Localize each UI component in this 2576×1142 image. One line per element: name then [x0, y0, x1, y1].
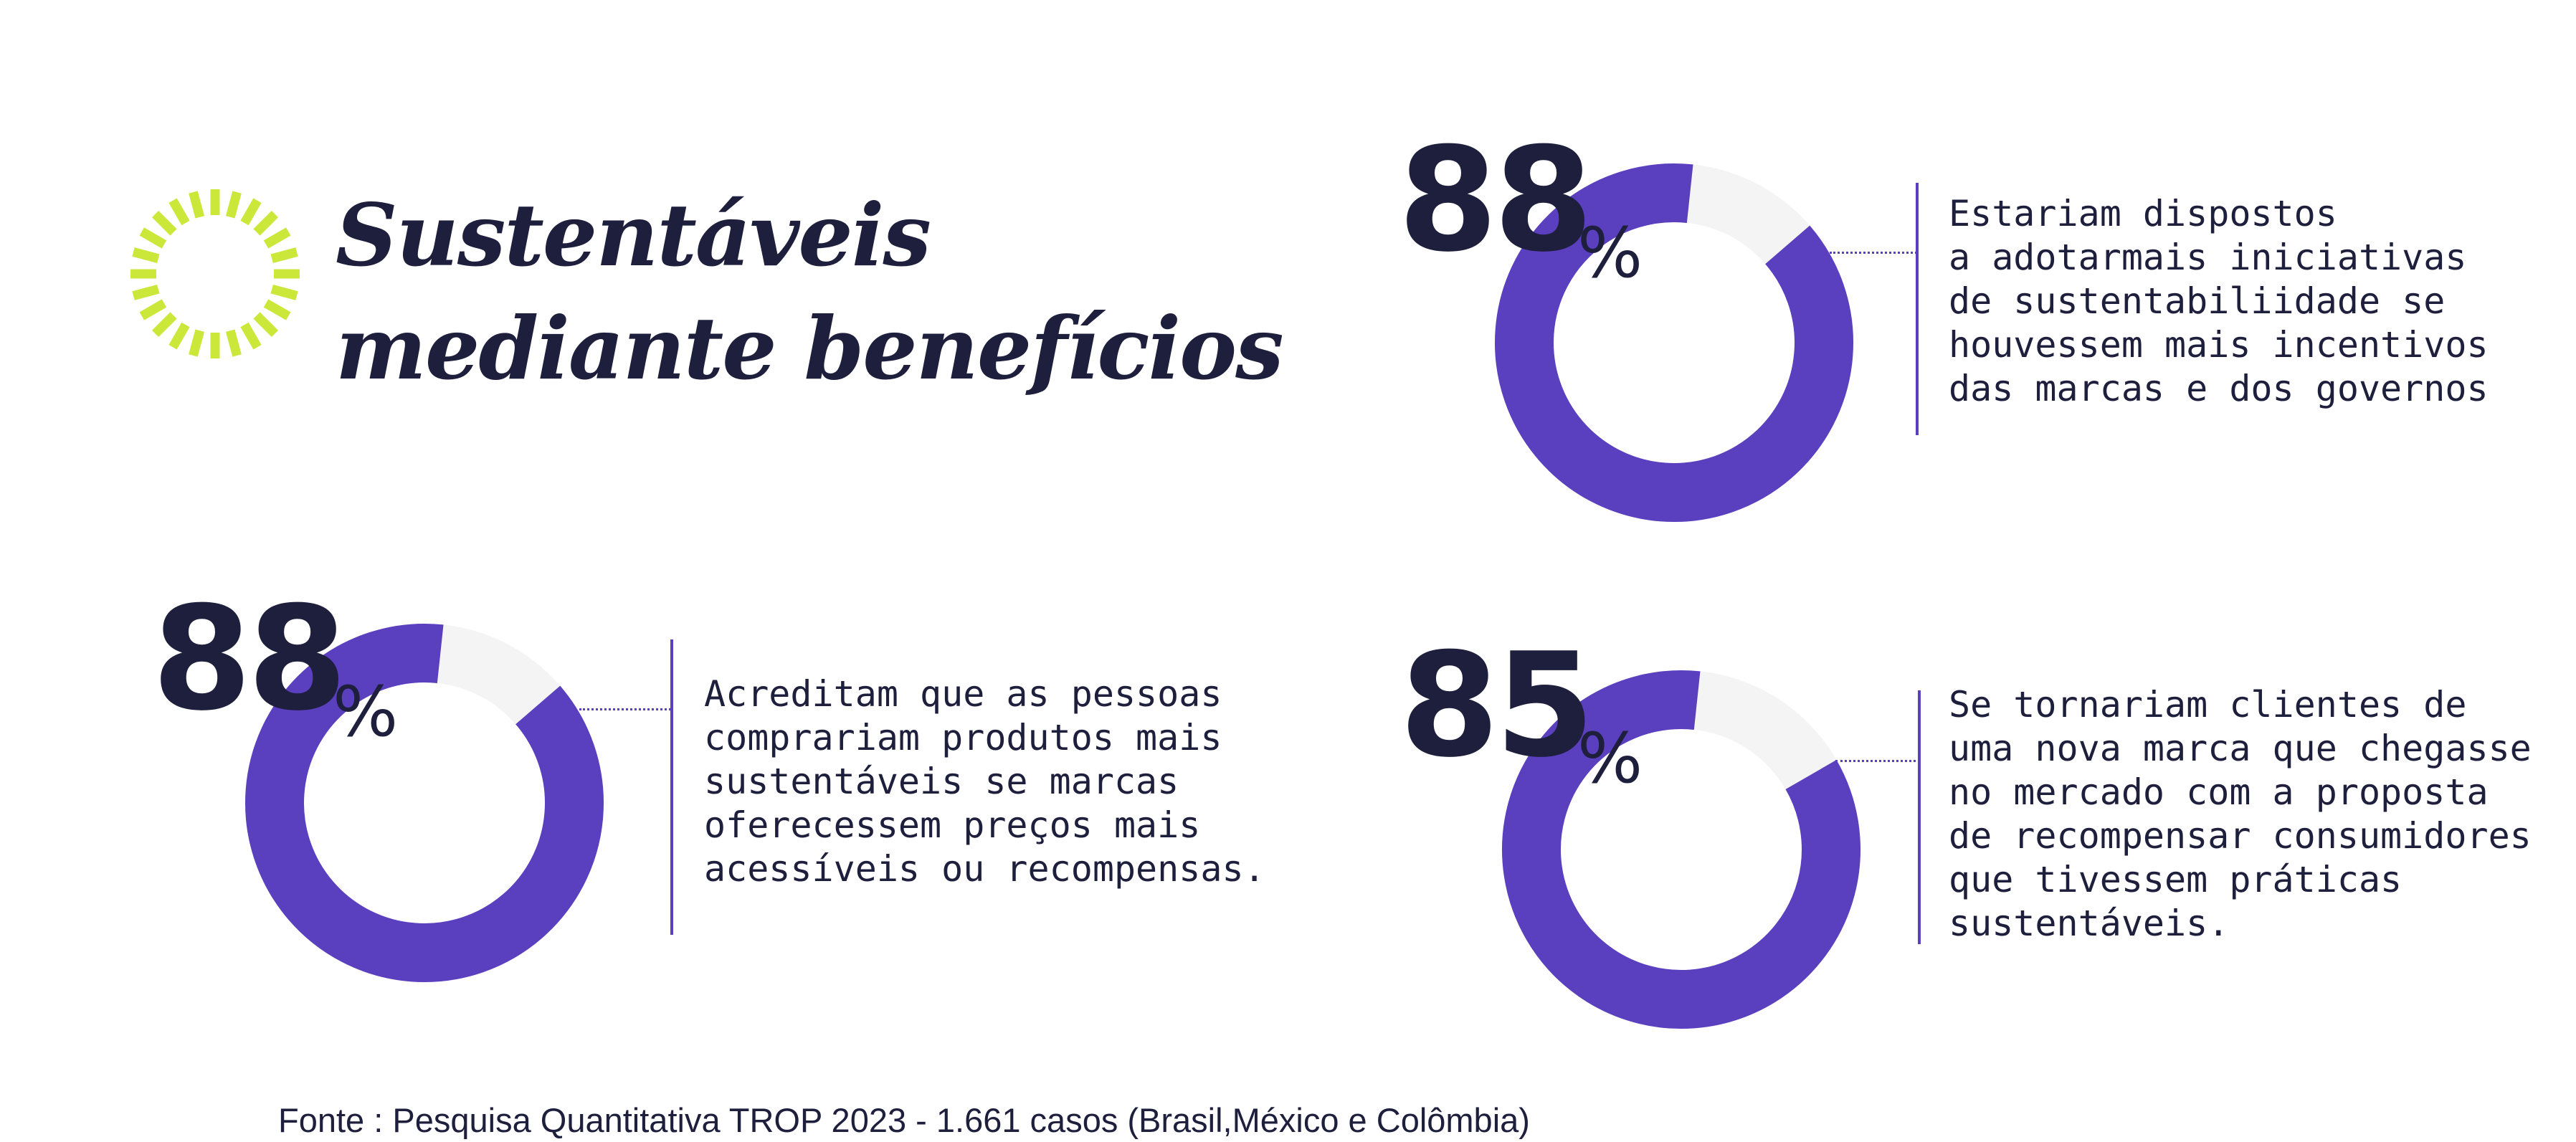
- donut-1-connector: [1830, 252, 1917, 254]
- sun-ray: [139, 299, 167, 320]
- donut-3-divider: [1918, 690, 1921, 944]
- description-line: uma nova marca que chegasse: [1949, 728, 2532, 769]
- description-line: Se tornariam clientes de: [1949, 684, 2467, 725]
- donut-2-svg: [245, 624, 604, 982]
- donut-2-divider: [670, 639, 673, 935]
- description-line: sustentáveis se marcas: [704, 761, 1179, 802]
- donut-1-unit: %: [1577, 213, 1643, 293]
- donut-3-description: Se tornariam clientes de uma nova marca q…: [1949, 683, 2532, 946]
- description-line: oferecessem preços mais: [704, 804, 1201, 846]
- donut-3-value: 85: [1399, 622, 1594, 789]
- description-line: que tivessem práticas: [1949, 859, 2402, 900]
- description-line: de recompensar consumidores: [1949, 815, 2532, 857]
- donut-1-value: 88: [1398, 117, 1593, 284]
- description-line: acessíveis ou recompensas.: [704, 848, 1265, 890]
- sun-ray: [225, 191, 242, 219]
- sun-ray: [151, 210, 177, 236]
- donut-2-connector: [579, 708, 671, 710]
- donut-chart-2: [245, 624, 604, 982]
- title-line-2: mediante benefícios: [336, 298, 1284, 399]
- sun-ray: [189, 329, 205, 357]
- sun-burst-icon: [130, 189, 300, 358]
- sun-ray: [168, 198, 190, 226]
- sun-ray: [132, 284, 160, 300]
- donut-2-unit: %: [333, 672, 399, 752]
- title-line-1: Sustentáveis: [336, 185, 931, 286]
- donut-2-value-arc: [245, 624, 604, 982]
- source-note: Fonte : Pesquisa Quantitativa TROP 2023 …: [278, 1101, 1530, 1139]
- donut-1-divider: [1916, 183, 1919, 435]
- sun-ray: [139, 227, 167, 249]
- description-line: houvessem mais incentivos: [1949, 324, 2489, 366]
- description-line: sustentáveis.: [1949, 903, 2230, 944]
- donut-chart-3: [1502, 670, 1860, 1029]
- donut-3-svg: [1502, 670, 1860, 1029]
- description-line: no mercado com a proposta: [1949, 771, 2489, 813]
- sun-ray: [168, 322, 190, 350]
- donut-1-description: Estariam dispostos a adotarmais iniciativ…: [1949, 192, 2489, 411]
- sun-ray: [151, 312, 177, 338]
- page-title: Sustentáveis mediante benefícios: [336, 179, 1284, 406]
- sun-ray: [270, 247, 298, 264]
- donut-2-value: 88: [152, 576, 347, 743]
- donut-2-description: Acreditam que as pessoas comprariam produ…: [704, 672, 1265, 891]
- donut-1-svg: [1495, 163, 1853, 522]
- description-line: de sustentabiliidade se: [1949, 280, 2446, 322]
- sun-ray: [263, 227, 291, 249]
- sun-ray: [189, 191, 205, 219]
- donut-3-unit: %: [1577, 718, 1643, 799]
- sun-ray: [253, 210, 279, 236]
- description-line: comprariam produtos mais: [704, 717, 1222, 758]
- donut-chart-1: [1495, 163, 1853, 522]
- sun-ray: [263, 299, 291, 320]
- sun-ray: [240, 322, 262, 350]
- description-line: Estariam dispostos: [1949, 193, 2337, 234]
- description-line: a adotarmais iniciativas: [1949, 237, 2467, 278]
- sun-ray: [270, 284, 298, 300]
- sun-ray: [225, 329, 242, 357]
- sun-ray: [240, 198, 262, 226]
- sun-ray: [253, 312, 279, 338]
- description-line: das marcas e dos governos: [1949, 368, 2489, 409]
- donut-3-connector: [1835, 760, 1920, 762]
- sun-ray: [132, 247, 160, 264]
- description-line: Acreditam que as pessoas: [704, 673, 1222, 715]
